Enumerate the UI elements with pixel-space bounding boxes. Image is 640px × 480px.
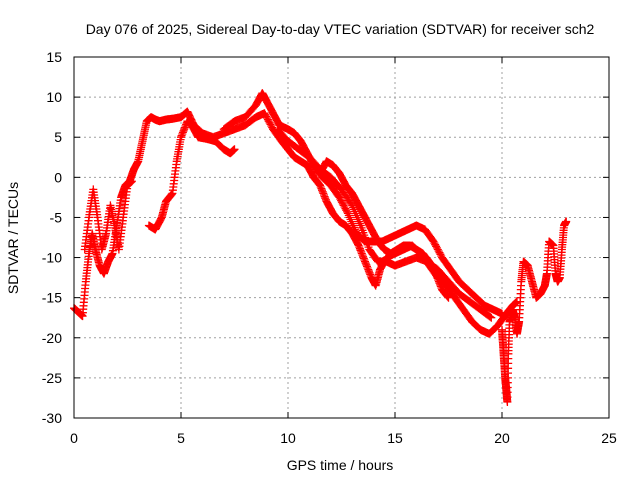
y-tick-label: 5 (54, 129, 62, 145)
y-tick-label: -20 (42, 330, 62, 346)
data-point-track-g (562, 217, 571, 226)
data-point-track-d (343, 207, 352, 216)
data-points (70, 89, 571, 406)
y-tick-label: -15 (42, 290, 62, 306)
data-point-track-d (347, 217, 356, 226)
data-point-track-d (498, 309, 506, 318)
data-point-track-e (487, 313, 496, 322)
data-point-track-e (350, 207, 359, 216)
data-point-track-e (353, 213, 362, 222)
y-tick-label: -25 (42, 370, 62, 386)
tick-marks (73, 56, 610, 419)
data-point-track-e (355, 217, 363, 226)
data-point-track-e (352, 211, 361, 220)
x-axis-label: GPS time / hours (287, 457, 394, 473)
data-point-track-e (355, 219, 364, 228)
data-point-track-c (230, 145, 239, 154)
data-point-track-e (486, 312, 495, 321)
y-tick-label: 15 (46, 49, 62, 65)
data-point-track-f (444, 293, 453, 302)
x-tick-label: 15 (387, 430, 403, 446)
y-axis-label: SDTVAR / TECUs (5, 182, 21, 294)
y-tick-label: -10 (42, 250, 62, 266)
x-tick-label: 20 (494, 430, 510, 446)
x-tick-label: 25 (601, 430, 617, 446)
data-point-track-d (349, 223, 358, 232)
data-point-track-d (349, 221, 358, 230)
x-tick-labels: 0 5 10 15 20 25 (70, 430, 617, 446)
data-point-track-d (344, 211, 353, 220)
x-tick-label: 10 (280, 430, 296, 446)
data-point-track-e (347, 199, 356, 208)
y-tick-labels: -30 -25 -20 -15 -10 -5 0 5 10 15 (42, 49, 62, 426)
data-point-track-d (348, 219, 357, 228)
grid-lines (74, 57, 609, 418)
y-tick-label: 10 (46, 89, 62, 105)
data-point-track-f (443, 292, 452, 301)
x-tick-label: 0 (70, 430, 78, 446)
data-point-track-d (343, 209, 352, 218)
chart-title: Day 076 of 2025, Sidereal Day-to-day VTE… (86, 21, 595, 37)
y-tick-label: -5 (50, 209, 63, 225)
data-point-track-d (345, 213, 354, 222)
data-point-track-d (350, 225, 359, 234)
x-tick-label: 5 (177, 430, 185, 446)
y-tick-label: -30 (42, 410, 62, 426)
data-point-track-e (349, 203, 358, 212)
plot-frame (73, 56, 610, 419)
data-point-track-e (351, 209, 360, 218)
data-point-track-b (127, 177, 136, 186)
y-tick-label: 0 (54, 169, 62, 185)
